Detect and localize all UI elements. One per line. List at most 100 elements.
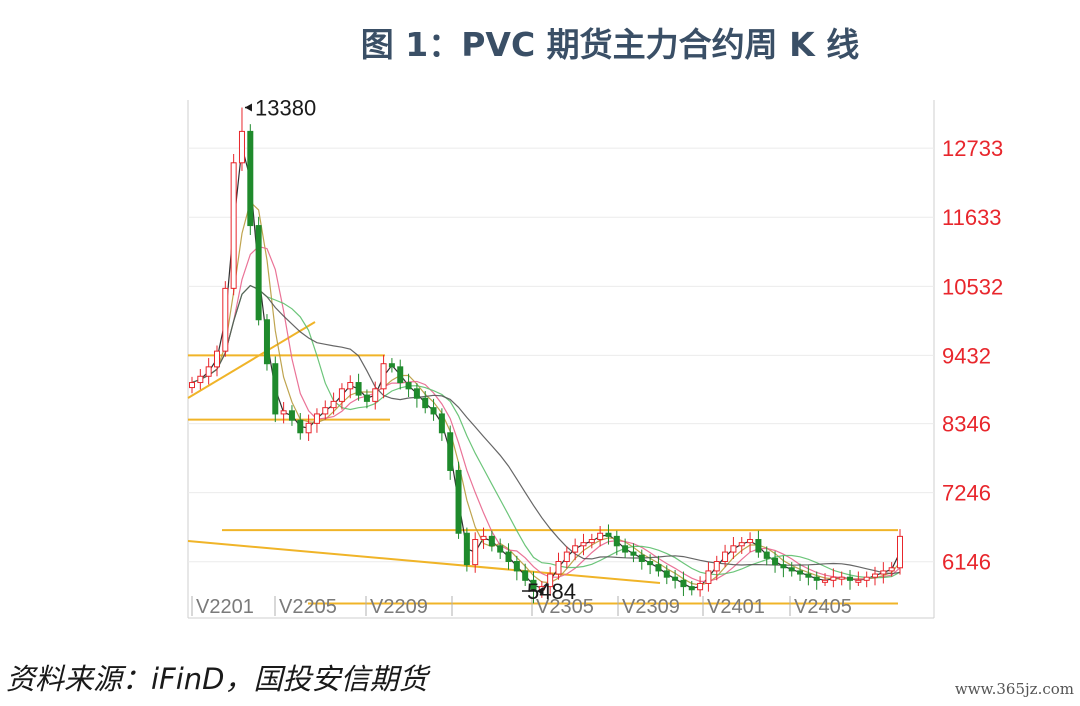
candle-body — [330, 400, 337, 409]
candles — [189, 107, 903, 604]
candle-body — [272, 363, 279, 415]
candle-body — [688, 586, 695, 591]
candle-body — [588, 539, 595, 544]
candle-body — [505, 551, 512, 562]
candle-body — [580, 542, 587, 547]
candle-body — [413, 388, 420, 399]
candle-body — [355, 382, 362, 396]
candle-body — [472, 539, 479, 566]
x-tick-label: V2309 — [622, 596, 680, 618]
candle-body — [822, 579, 829, 583]
candle-body — [530, 579, 537, 591]
candle-body — [638, 554, 645, 562]
candle-body — [805, 573, 812, 578]
candle-body — [280, 410, 287, 415]
support-lines — [187, 321, 898, 605]
candle-body — [347, 382, 354, 390]
candle-body — [772, 557, 779, 566]
candle-body — [205, 366, 212, 377]
candle-body — [555, 560, 562, 575]
candle-body — [888, 567, 895, 572]
candle-body — [189, 382, 195, 389]
candle-body — [255, 225, 262, 321]
candle-body — [513, 560, 520, 572]
candle-body — [238, 130, 245, 164]
chart-title: 图 1：PVC 期货主力合约周 K 线 — [360, 25, 860, 64]
candle-body — [363, 394, 370, 402]
candle-body — [438, 413, 445, 434]
y-tick-label: 7246 — [942, 481, 991, 506]
candle-body — [613, 535, 620, 547]
y-tick-label: 6146 — [942, 550, 991, 575]
candle-body — [847, 576, 854, 581]
x-tick-label: V2405 — [794, 596, 852, 618]
ma-line — [191, 245, 901, 582]
candle-body — [380, 363, 387, 390]
candle-body — [213, 350, 220, 368]
y-tick-label: 11633 — [942, 205, 1002, 230]
y-tick-labels: 6146 7246 8346 9432 10532 11633 12733 — [942, 136, 1003, 575]
y-tick-label: 12733 — [942, 136, 1003, 161]
candle-body — [230, 162, 237, 289]
candle-body — [522, 570, 529, 581]
candle-body — [713, 560, 720, 572]
candle-body — [780, 564, 787, 569]
candle-body — [597, 532, 604, 541]
candle-body — [655, 564, 662, 572]
candle-body — [563, 551, 570, 562]
candle-body — [313, 413, 320, 424]
candle-body — [797, 570, 804, 575]
candle-body — [455, 469, 462, 534]
candle-body — [372, 388, 379, 402]
candle-body — [405, 382, 412, 390]
candle-body — [722, 551, 729, 562]
candle-body — [755, 539, 762, 553]
candle-body — [480, 535, 487, 541]
x-tick-label: V2401 — [707, 596, 765, 618]
ma-line — [191, 200, 901, 586]
x-tick-label: V2201 — [196, 596, 254, 618]
low-annotation: 5484 — [527, 579, 576, 604]
candle-body — [305, 422, 312, 434]
candle-body — [388, 363, 395, 368]
candle-body — [838, 576, 845, 580]
candle-body — [197, 375, 204, 384]
y-tick-label: 10532 — [942, 274, 1003, 299]
y-tick-label: 9432 — [942, 343, 991, 368]
candle-body — [488, 535, 495, 547]
ma-line — [191, 146, 901, 589]
candle-body — [630, 551, 637, 556]
candle-body — [788, 567, 795, 572]
candle-body — [663, 570, 670, 578]
candle-body — [880, 570, 887, 575]
grid — [187, 100, 935, 619]
candle-body — [288, 410, 295, 421]
candle-body — [647, 560, 654, 566]
candle-body — [572, 545, 579, 553]
x-tick-label: V2205 — [279, 596, 337, 618]
candle-body — [322, 407, 329, 415]
annotation-arrowhead — [244, 103, 252, 112]
candle-body — [222, 287, 229, 352]
candle-body — [747, 539, 754, 544]
candle-body — [247, 130, 254, 227]
candle-body — [297, 419, 304, 434]
candle-body — [680, 579, 687, 588]
candle-body — [463, 532, 470, 566]
high-annotation: 13380 — [255, 96, 316, 121]
watermark: www.365jz.com — [954, 680, 1074, 698]
annotation-arrowhead — [536, 587, 544, 595]
candle-body — [605, 532, 612, 537]
candle-body — [672, 576, 679, 581]
x-tick-label: V2209 — [370, 596, 428, 618]
candle-body — [897, 535, 903, 569]
candle-body — [422, 397, 429, 409]
y-tick-label: 8346 — [942, 412, 991, 437]
moving-averages — [191, 146, 901, 589]
candle-body — [430, 407, 437, 415]
source-note: 资料来源：iFinD，国投安信期货 — [6, 662, 428, 696]
candle-body — [397, 366, 404, 384]
candle-body — [547, 573, 554, 588]
x-tick-labels: V2201 V2205 V2209 V2305 V2309 V2401 V2405 — [191, 596, 852, 618]
